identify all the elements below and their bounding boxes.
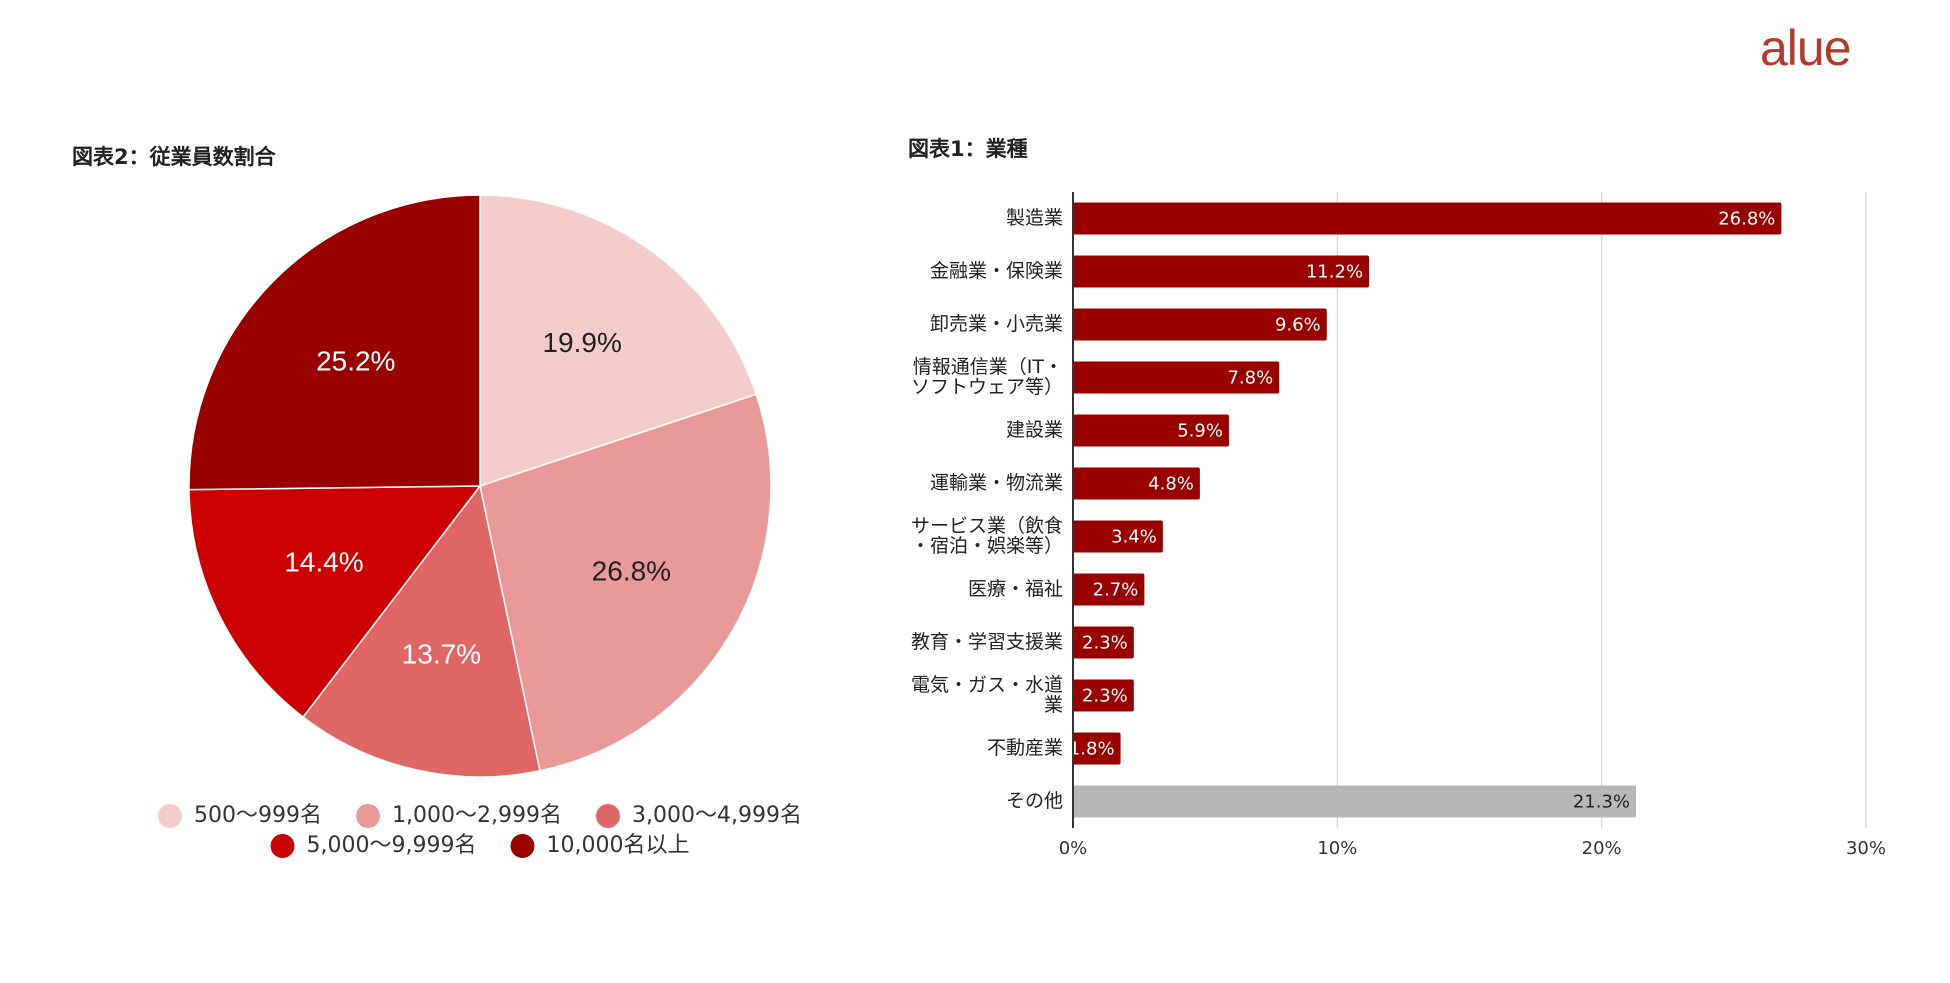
category-label-12: その他: [1006, 790, 1063, 812]
pie-slice-4: [188, 485, 482, 719]
x-tick-label-10: 10%: [1317, 838, 1357, 859]
category-label-6: 運輸業・物流業: [930, 472, 1063, 494]
legend-swatch-3: [595, 804, 620, 828]
category-label-9: 教育・学習支援業: [911, 631, 1063, 653]
pie-slice-label-2: 26.8%: [592, 555, 671, 586]
category-label-4: ソフトウェア等）: [911, 376, 1063, 398]
legend-label-2: 1,000〜2,999名: [392, 803, 562, 828]
pie-slice-label-4: 14.4%: [284, 547, 363, 578]
category-label-8: 医療・福祉: [968, 578, 1063, 600]
bar-value-label-5: 5.9%: [1177, 421, 1223, 442]
x-tick-label-30: 30%: [1846, 838, 1886, 859]
bar-9: [1073, 626, 1134, 659]
x-tick-label-0: 0%: [1059, 838, 1088, 859]
bar-value-label-9: 2.3%: [1082, 633, 1128, 654]
bar-chart-title: 図表1：業種: [908, 137, 1028, 161]
bar-2: [1073, 255, 1370, 288]
category-label-11: 不動産業: [987, 737, 1063, 759]
pie-slice-1: [479, 194, 758, 488]
bar-4: [1073, 361, 1280, 394]
bar-value-label-7: 3.4%: [1111, 527, 1157, 548]
pie-chart-title: 図表2：従業員数割合: [72, 145, 276, 169]
bar-value-label-2: 11.2%: [1306, 262, 1363, 283]
legend-label-1: 500〜999名: [194, 803, 322, 828]
category-label-10: 業: [1044, 694, 1063, 716]
bar-value-label-12: 21.3%: [1573, 792, 1630, 813]
bar-value-label-6: 4.8%: [1148, 474, 1194, 495]
bar-value-label-11: 1.8%: [1069, 739, 1115, 760]
bar-11: [1073, 732, 1121, 765]
legend-swatch-1: [158, 804, 183, 828]
x-tick-label-20: 20%: [1582, 838, 1622, 859]
category-label-7: サービス業（飲食: [911, 515, 1063, 537]
legend-swatch-4: [270, 834, 295, 858]
category-label-7: ・宿泊・娯楽等）: [911, 535, 1063, 557]
category-label-1: 製造業: [1006, 207, 1063, 229]
bar-value-label-3: 9.6%: [1275, 315, 1321, 336]
pie-slice-5: [188, 194, 481, 491]
pie-slice-label-1: 19.9%: [542, 327, 621, 358]
bar-value-label-4: 7.8%: [1227, 368, 1273, 389]
bar-value-label-1: 26.8%: [1718, 209, 1775, 230]
pie-slice-3: [302, 484, 541, 778]
pie-slice-label-5: 25.2%: [316, 346, 395, 377]
category-label-5: 建設業: [1006, 419, 1063, 441]
bar-6: [1073, 467, 1200, 500]
pie-slice-label-3: 13.7%: [402, 639, 481, 670]
bar-12: [1073, 785, 1637, 818]
bar-10: [1073, 679, 1134, 712]
category-label-10: 電気・ガス・水道: [911, 674, 1063, 696]
bar-value-label-8: 2.7%: [1093, 580, 1139, 601]
bar-5: [1073, 414, 1229, 447]
category-label-2: 金融業・保険業: [930, 260, 1063, 282]
alue-logo: alue: [1760, 20, 1852, 76]
category-label-3: 卸売業・小売業: [930, 313, 1063, 335]
legend-label-5: 10,000名以上: [546, 833, 689, 858]
bar-3: [1073, 308, 1327, 341]
category-label-4: 情報通信業（IT・: [913, 356, 1063, 378]
legend-swatch-5: [510, 834, 535, 858]
legend-label-3: 3,000〜4,999名: [632, 803, 802, 828]
legend-label-4: 5,000〜9,999名: [307, 833, 477, 858]
bar-value-label-10: 2.3%: [1082, 686, 1128, 707]
legend-swatch-2: [356, 804, 381, 828]
bar-8: [1073, 573, 1145, 606]
pie-slice-2: [479, 393, 772, 772]
bar-7: [1073, 520, 1163, 553]
bar-1: [1073, 202, 1782, 235]
